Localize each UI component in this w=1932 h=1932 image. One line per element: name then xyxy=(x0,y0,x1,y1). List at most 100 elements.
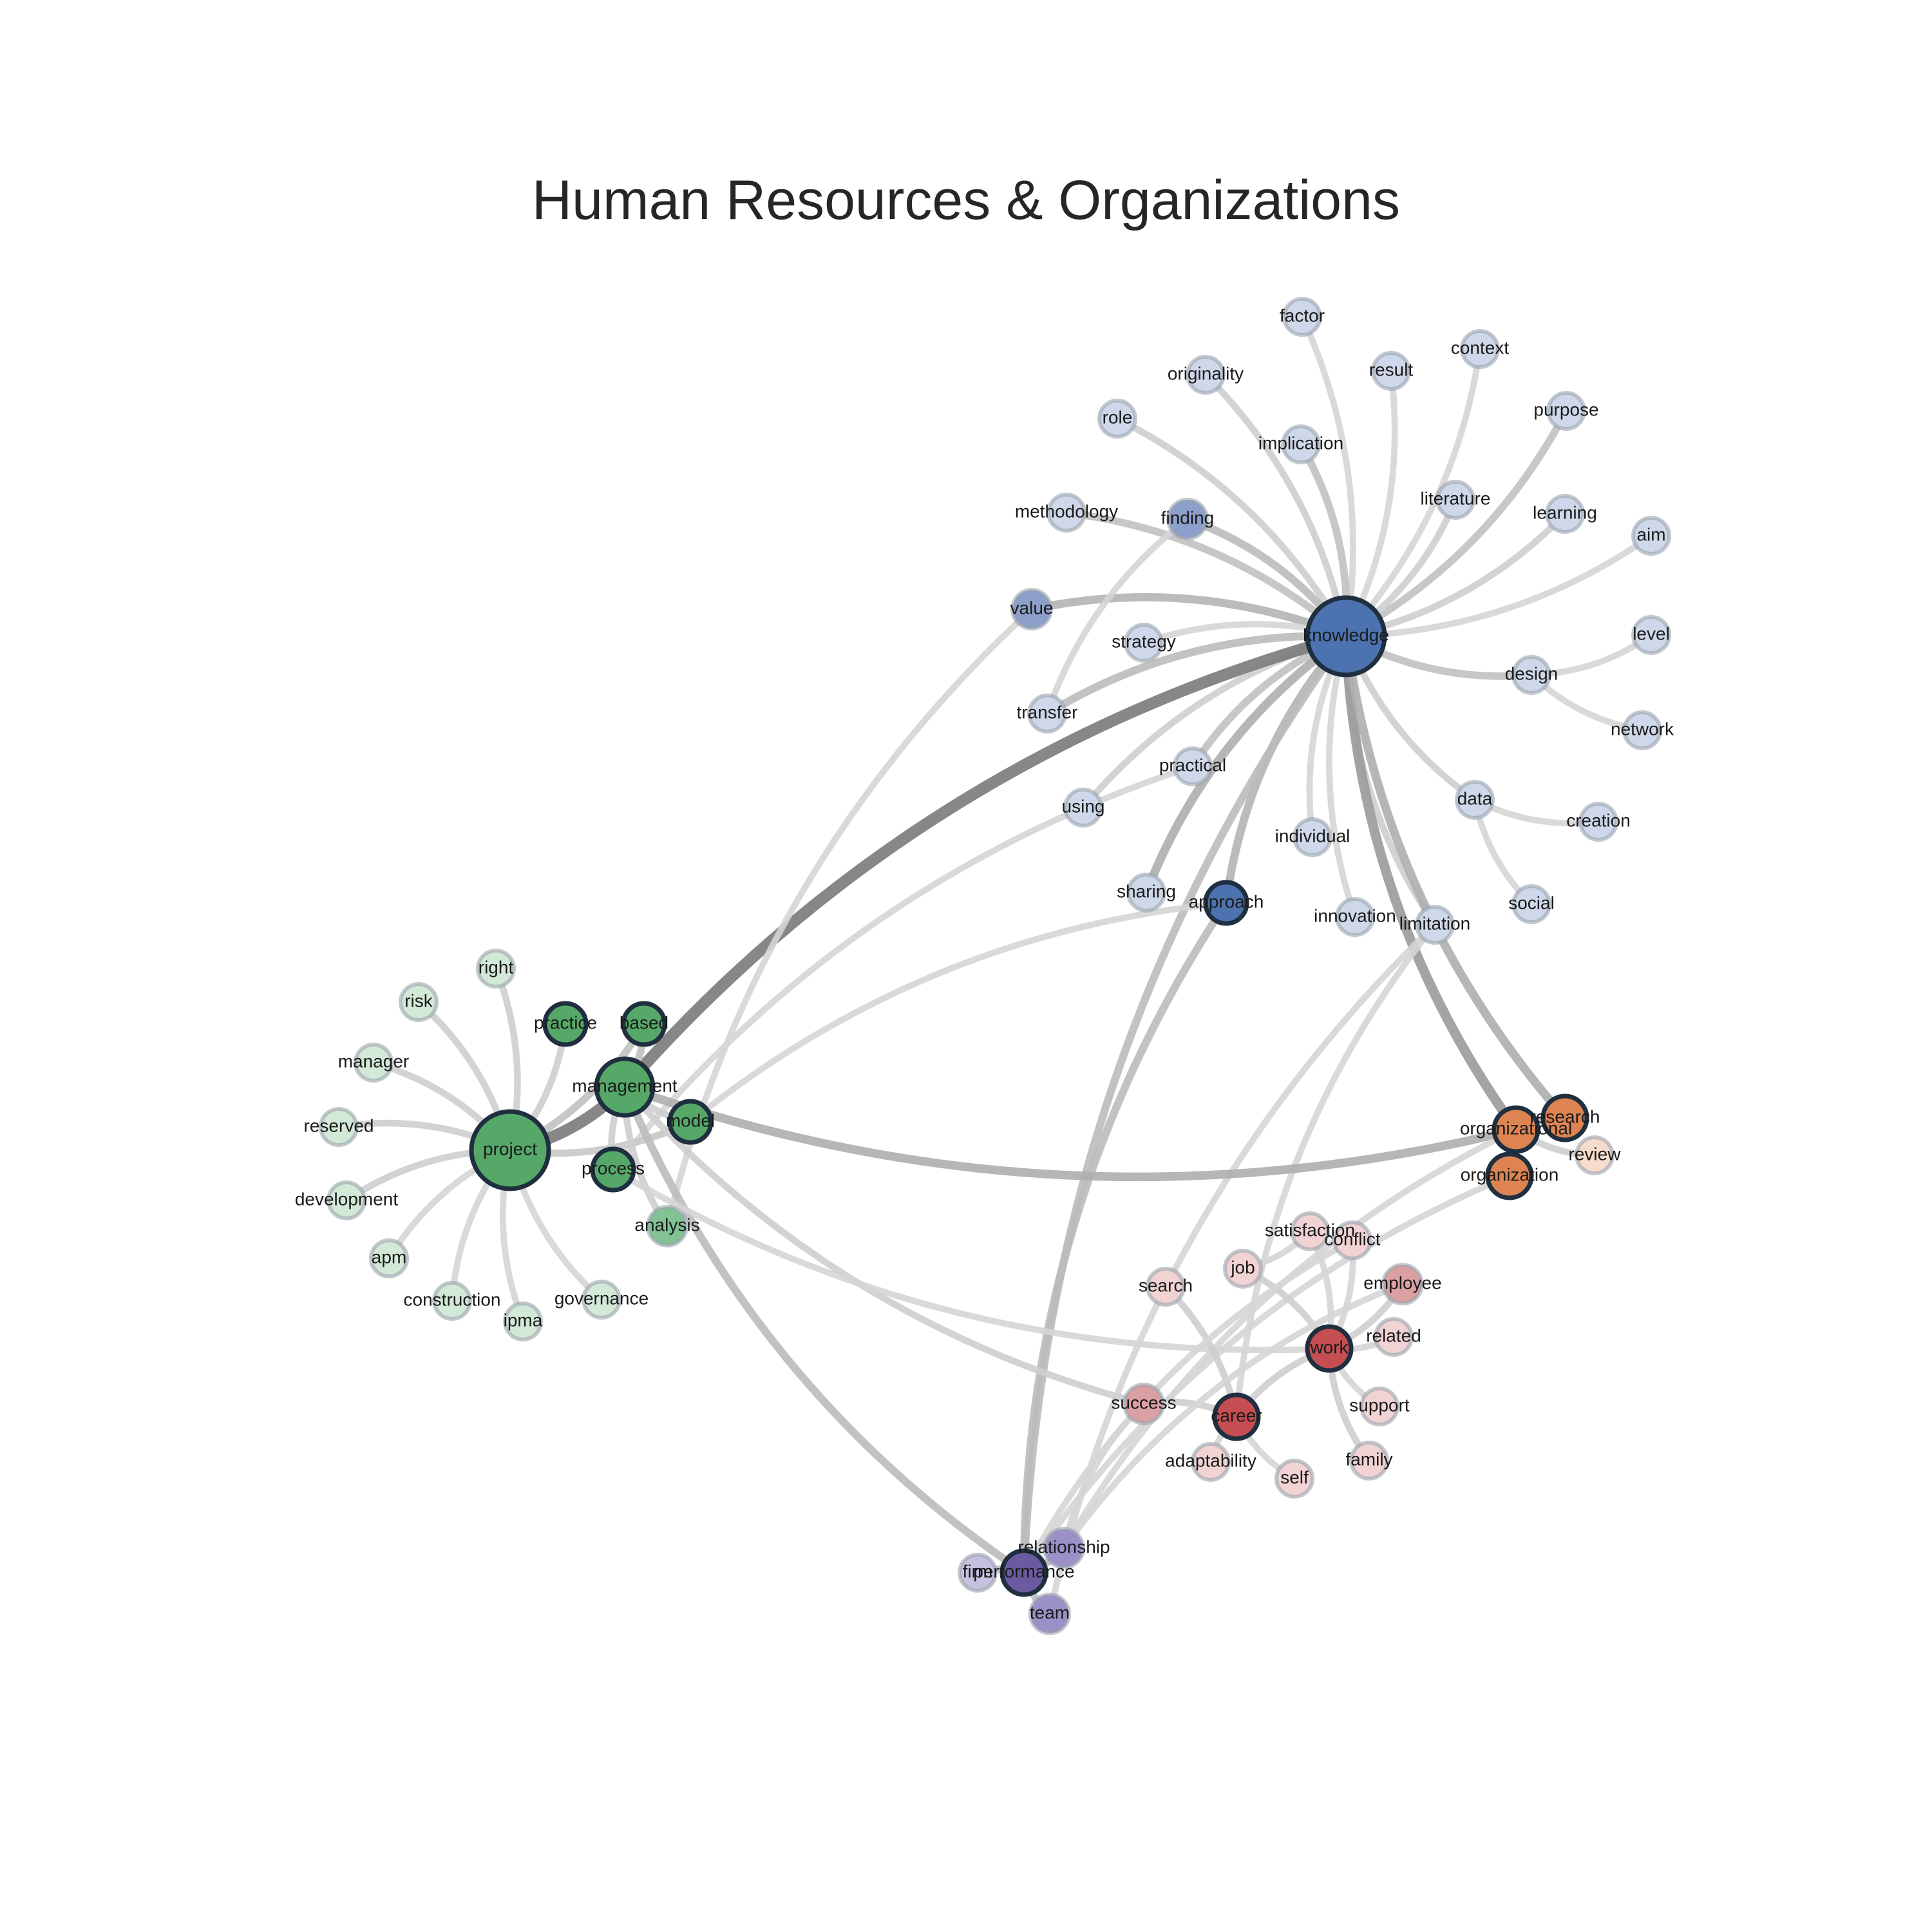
node-methodology[interactable] xyxy=(1046,493,1086,533)
edge-knowledge-methodology xyxy=(1063,509,1350,640)
node-label-sharing: sharing xyxy=(1117,881,1176,901)
node-governance[interactable] xyxy=(582,1280,621,1320)
node-data[interactable] xyxy=(1455,780,1495,820)
node-review[interactable] xyxy=(1575,1135,1615,1175)
node-label-innovation: innovation xyxy=(1314,905,1396,925)
node-reserved[interactable] xyxy=(319,1107,359,1147)
node-practice[interactable] xyxy=(542,1001,589,1047)
node-organization[interactable] xyxy=(1485,1151,1534,1200)
node-level[interactable] xyxy=(1631,615,1671,655)
node-firm[interactable] xyxy=(958,1553,998,1593)
node-learning[interactable] xyxy=(1545,494,1585,534)
node-practical[interactable] xyxy=(1173,746,1213,786)
node-label-individual: individual xyxy=(1275,826,1350,846)
edge-approach-performance xyxy=(1019,898,1231,1577)
node-limitation[interactable] xyxy=(1415,905,1455,945)
node-adaptability[interactable] xyxy=(1191,1442,1231,1482)
node-career[interactable] xyxy=(1212,1392,1261,1441)
node-development[interactable] xyxy=(327,1180,366,1220)
node-transfer[interactable] xyxy=(1027,694,1067,734)
node-label-literature: literature xyxy=(1421,488,1491,508)
node-value[interactable] xyxy=(1010,588,1053,630)
node-literature[interactable] xyxy=(1435,480,1475,520)
node-self[interactable] xyxy=(1274,1459,1314,1499)
node-right[interactable] xyxy=(476,949,516,989)
node-context[interactable] xyxy=(1460,329,1500,369)
node-related[interactable] xyxy=(1374,1317,1414,1357)
node-label-design: design xyxy=(1505,663,1558,683)
node-project[interactable] xyxy=(469,1109,551,1191)
node-success[interactable] xyxy=(1122,1383,1165,1425)
node-label-adaptability: adaptability xyxy=(1165,1450,1256,1470)
node-support[interactable] xyxy=(1359,1387,1399,1426)
node-originality[interactable] xyxy=(1186,355,1226,395)
edge-conflict-performance xyxy=(1021,1237,1356,1576)
node-manager[interactable] xyxy=(354,1043,393,1083)
node-label-network: network xyxy=(1611,719,1674,739)
node-label-factor: factor xyxy=(1280,305,1325,325)
node-management[interactable] xyxy=(594,1056,656,1118)
edge-knowledge-role xyxy=(1113,415,1350,640)
node-research[interactable] xyxy=(1540,1094,1589,1142)
node-employee[interactable] xyxy=(1381,1263,1424,1305)
node-social[interactable] xyxy=(1511,884,1551,924)
node-analysis[interactable] xyxy=(646,1205,688,1247)
node-label-value: value xyxy=(1010,598,1054,618)
node-work[interactable] xyxy=(1305,1324,1354,1373)
node-based[interactable] xyxy=(621,1001,667,1047)
node-family[interactable] xyxy=(1349,1441,1389,1481)
node-ipma[interactable] xyxy=(503,1302,543,1341)
node-aim[interactable] xyxy=(1631,516,1671,556)
node-label-finding: finding xyxy=(1161,507,1215,527)
node-organizational[interactable] xyxy=(1492,1105,1540,1154)
node-conflict[interactable] xyxy=(1332,1220,1372,1260)
node-label-apm: apm xyxy=(372,1247,406,1267)
node-label-career: career xyxy=(1211,1405,1262,1425)
node-satisfaction[interactable] xyxy=(1290,1211,1330,1251)
node-label-risk: risk xyxy=(404,990,433,1010)
node-approach[interactable] xyxy=(1203,880,1249,926)
edge-knowledge-management xyxy=(618,630,1352,1094)
edge-knowledge-transfer xyxy=(1043,632,1350,718)
node-model[interactable] xyxy=(667,1099,714,1145)
node-sharing[interactable] xyxy=(1126,873,1166,913)
node-label-social: social xyxy=(1508,893,1555,913)
node-performance[interactable] xyxy=(999,1548,1048,1597)
node-individual[interactable] xyxy=(1293,817,1332,857)
node-implication[interactable] xyxy=(1281,424,1321,464)
node-strategy[interactable] xyxy=(1124,623,1164,663)
node-creation[interactable] xyxy=(1578,802,1618,842)
node-job[interactable] xyxy=(1223,1249,1263,1289)
node-network[interactable] xyxy=(1622,710,1662,750)
node-process[interactable] xyxy=(590,1146,636,1193)
node-factor[interactable] xyxy=(1282,297,1322,337)
node-label-strategy: strategy xyxy=(1112,631,1176,651)
node-team[interactable] xyxy=(1028,1593,1071,1635)
edge-process-work xyxy=(610,1166,1332,1354)
edge-knowledge-originality xyxy=(1202,371,1350,640)
node-label-governance: governance xyxy=(554,1288,649,1308)
edge-success-relationship xyxy=(1061,1401,1147,1551)
node-apm[interactable] xyxy=(369,1238,409,1278)
node-role[interactable] xyxy=(1097,399,1137,439)
node-label-context: context xyxy=(1451,337,1509,357)
node-using[interactable] xyxy=(1063,788,1103,828)
node-label-data: data xyxy=(1457,788,1493,808)
node-risk[interactable] xyxy=(399,982,439,1022)
node-design[interactable] xyxy=(1511,655,1551,695)
graph-title: Human Resources & Organizations xyxy=(532,169,1400,231)
node-label-project: project xyxy=(483,1139,537,1159)
node-label-practical: practical xyxy=(1159,755,1226,775)
node-label-process: process xyxy=(582,1158,645,1178)
node-search[interactable] xyxy=(1146,1267,1186,1307)
node-purpose[interactable] xyxy=(1546,391,1586,431)
node-result[interactable] xyxy=(1371,351,1411,391)
node-relationship[interactable] xyxy=(1043,1527,1085,1569)
node-finding[interactable] xyxy=(1166,498,1209,540)
node-knowledge[interactable] xyxy=(1305,595,1387,677)
edge-knowledge-aim xyxy=(1343,533,1654,639)
node-label-research: research xyxy=(1530,1106,1600,1126)
node-innovation[interactable] xyxy=(1335,897,1375,937)
node-construction[interactable] xyxy=(432,1281,472,1321)
label-layer: knowledge factor originality result context r… xyxy=(295,305,1674,1622)
